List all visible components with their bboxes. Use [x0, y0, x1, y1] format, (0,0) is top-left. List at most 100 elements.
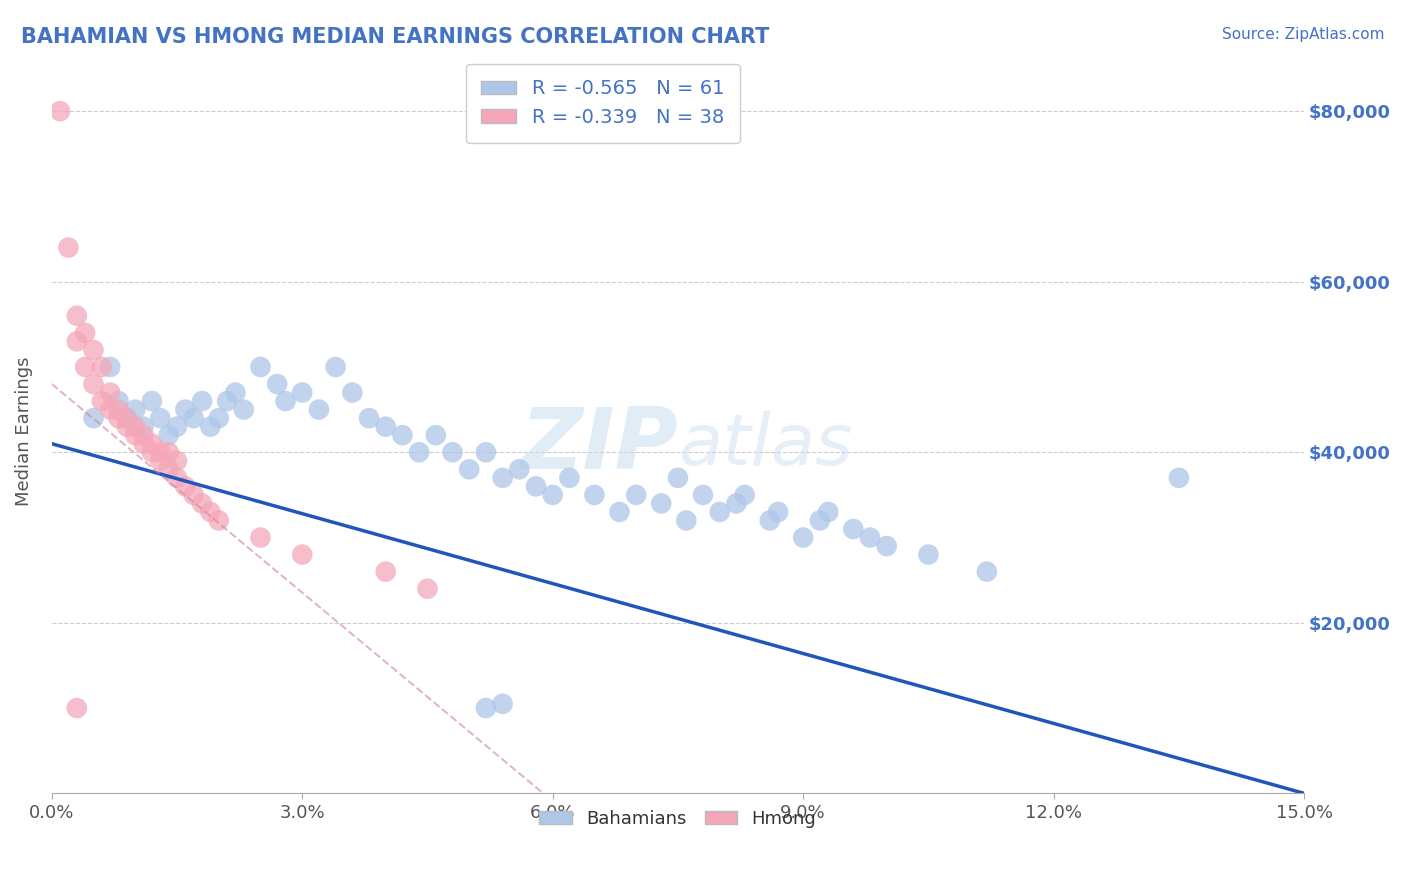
- Point: [475, 701, 498, 715]
- Point: [200, 419, 222, 434]
- Point: [917, 548, 939, 562]
- Point: [391, 428, 413, 442]
- Point: [842, 522, 865, 536]
- Point: [141, 394, 163, 409]
- Point: [491, 697, 513, 711]
- Point: [141, 445, 163, 459]
- Point: [90, 359, 112, 374]
- Point: [98, 385, 121, 400]
- Point: [115, 419, 138, 434]
- Point: [90, 394, 112, 409]
- Point: [374, 565, 396, 579]
- Point: [609, 505, 631, 519]
- Point: [266, 377, 288, 392]
- Point: [124, 402, 146, 417]
- Point: [82, 343, 104, 357]
- Text: atlas: atlas: [678, 411, 852, 480]
- Point: [191, 394, 214, 409]
- Point: [132, 428, 155, 442]
- Point: [475, 445, 498, 459]
- Point: [224, 385, 246, 400]
- Point: [124, 428, 146, 442]
- Point: [124, 419, 146, 434]
- Point: [132, 436, 155, 450]
- Point: [734, 488, 756, 502]
- Point: [650, 496, 672, 510]
- Point: [709, 505, 731, 519]
- Point: [792, 531, 814, 545]
- Point: [98, 402, 121, 417]
- Point: [408, 445, 430, 459]
- Y-axis label: Median Earnings: Median Earnings: [15, 356, 32, 506]
- Point: [149, 411, 172, 425]
- Point: [174, 479, 197, 493]
- Point: [75, 359, 97, 374]
- Point: [541, 488, 564, 502]
- Point: [357, 411, 380, 425]
- Point: [58, 241, 80, 255]
- Point: [558, 471, 581, 485]
- Point: [98, 359, 121, 374]
- Point: [524, 479, 547, 493]
- Point: [666, 471, 689, 485]
- Legend: Bahamians, Hmong: Bahamians, Hmong: [533, 803, 824, 835]
- Point: [174, 402, 197, 417]
- Point: [166, 471, 188, 485]
- Point: [166, 454, 188, 468]
- Point: [508, 462, 530, 476]
- Point: [157, 445, 180, 459]
- Point: [157, 428, 180, 442]
- Text: BAHAMIAN VS HMONG MEDIAN EARNINGS CORRELATION CHART: BAHAMIAN VS HMONG MEDIAN EARNINGS CORREL…: [21, 27, 769, 46]
- Point: [675, 513, 697, 527]
- Point: [976, 565, 998, 579]
- Point: [374, 419, 396, 434]
- Point: [82, 411, 104, 425]
- Point: [107, 402, 129, 417]
- Point: [342, 385, 364, 400]
- Point: [725, 496, 748, 510]
- Point: [491, 471, 513, 485]
- Point: [624, 488, 647, 502]
- Point: [325, 359, 347, 374]
- Point: [425, 428, 447, 442]
- Point: [149, 445, 172, 459]
- Point: [416, 582, 439, 596]
- Point: [75, 326, 97, 340]
- Point: [1167, 471, 1189, 485]
- Text: Source: ZipAtlas.com: Source: ZipAtlas.com: [1222, 27, 1385, 42]
- Point: [759, 513, 782, 527]
- Point: [876, 539, 898, 553]
- Point: [249, 359, 271, 374]
- Point: [291, 548, 314, 562]
- Point: [149, 454, 172, 468]
- Point: [692, 488, 714, 502]
- Point: [274, 394, 297, 409]
- Point: [115, 411, 138, 425]
- Point: [66, 334, 89, 349]
- Point: [583, 488, 606, 502]
- Point: [308, 402, 330, 417]
- Point: [808, 513, 831, 527]
- Text: ZIP: ZIP: [520, 404, 678, 487]
- Point: [817, 505, 839, 519]
- Point: [208, 513, 231, 527]
- Point: [115, 411, 138, 425]
- Point: [132, 419, 155, 434]
- Point: [66, 701, 89, 715]
- Point: [859, 531, 882, 545]
- Point: [249, 531, 271, 545]
- Point: [200, 505, 222, 519]
- Point: [107, 394, 129, 409]
- Point: [191, 496, 214, 510]
- Point: [291, 385, 314, 400]
- Point: [166, 419, 188, 434]
- Point: [208, 411, 231, 425]
- Point: [141, 436, 163, 450]
- Point: [82, 377, 104, 392]
- Point: [217, 394, 239, 409]
- Point: [107, 411, 129, 425]
- Point: [232, 402, 254, 417]
- Point: [441, 445, 464, 459]
- Point: [157, 462, 180, 476]
- Point: [183, 411, 205, 425]
